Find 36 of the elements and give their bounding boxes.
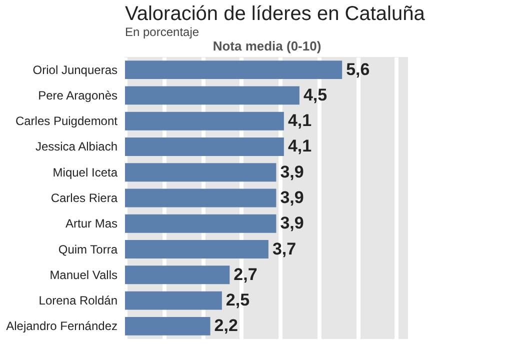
bar [125, 316, 210, 336]
data-label: 2,7 [234, 264, 258, 284]
data-label: 2,2 [214, 316, 238, 336]
bar [125, 86, 300, 105]
bar [125, 214, 276, 233]
data-label: 4,5 [303, 85, 328, 104]
chart-subtitle: En porcentaje [125, 25, 200, 39]
data-label: 3,9 [280, 188, 304, 207]
chart-title: Valoración de líderes en Cataluña [125, 3, 426, 25]
bar [125, 112, 284, 130]
bar [125, 60, 342, 80]
x-axis-title: Nota media (0-10) [212, 38, 322, 54]
bar [125, 188, 276, 208]
bar [125, 266, 230, 284]
bar [125, 163, 276, 182]
data-label: 4,1 [288, 136, 312, 156]
y-tick-label: Manuel Valls [50, 268, 118, 282]
y-tick-label: Alejandro Fernández [6, 319, 118, 334]
y-tick-label: Artur Mas [65, 216, 118, 231]
data-label: 2,5 [226, 290, 250, 310]
y-tick-label: Carles Puigdemont [15, 114, 118, 128]
data-label: 3,9 [280, 214, 304, 233]
bar [125, 240, 268, 258]
y-tick-label: Miquel Iceta [52, 165, 118, 180]
y-tick-label: Pere Aragonès [38, 88, 118, 102]
y-tick-label: Quim Torra [58, 242, 118, 256]
data-label: 4,1 [288, 111, 312, 130]
bar [125, 138, 284, 156]
y-tick-label: Lorena Roldán [38, 294, 118, 308]
data-label: 3,7 [272, 239, 296, 258]
data-label: 5,6 [346, 60, 370, 79]
y-tick-label: Oriol Junqueras [32, 62, 118, 77]
y-tick-label: Carles Riera [50, 191, 118, 205]
y-tick-label: Jessica Albiach [35, 140, 118, 154]
bar [125, 291, 222, 310]
data-label: 3,9 [280, 162, 304, 182]
